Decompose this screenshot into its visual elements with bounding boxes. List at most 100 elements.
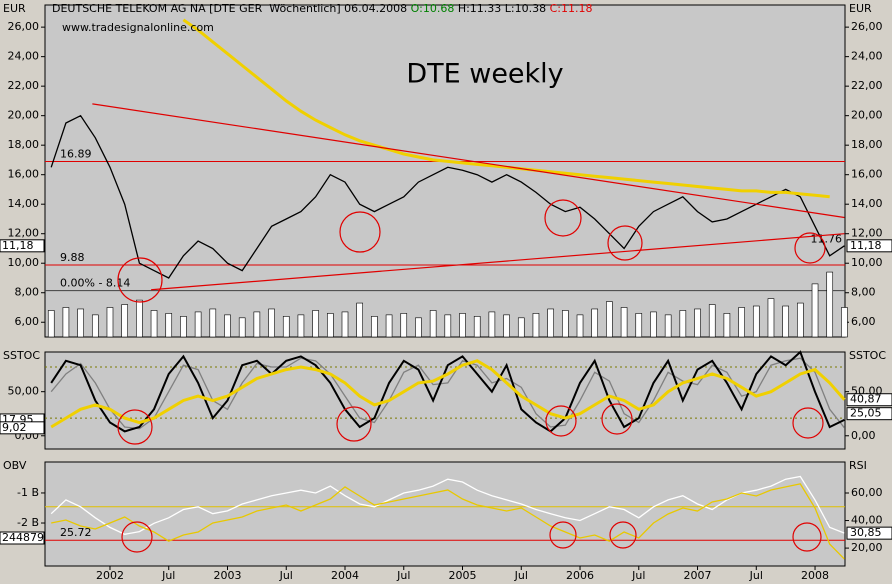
panel-label: EUR bbox=[3, 2, 26, 15]
volume-bar bbox=[826, 271, 834, 338]
series-line bbox=[50, 475, 845, 535]
circle bbox=[607, 225, 643, 261]
y-tick-label: 18,00 bbox=[851, 138, 883, 151]
x-tick-label: 2003 bbox=[213, 569, 241, 582]
series-line bbox=[182, 18, 830, 199]
value-box-label: 30,85 bbox=[850, 526, 882, 539]
volume-bar bbox=[77, 308, 84, 338]
y-tick-label: 16,00 bbox=[851, 168, 883, 181]
y-tick-label: 14,00 bbox=[8, 197, 40, 210]
panel-label-right: EUR bbox=[849, 2, 872, 15]
y-tick-label: 18,00 bbox=[8, 138, 40, 151]
y-tick-label: 20,00 bbox=[8, 109, 40, 122]
volume-bar bbox=[591, 308, 599, 338]
volume-bar bbox=[797, 302, 804, 338]
plot-area bbox=[44, 4, 846, 338]
volume-bar bbox=[356, 302, 363, 338]
chart-title: DTE weekly bbox=[406, 59, 563, 90]
y-tick-label: 20,00 bbox=[851, 541, 883, 554]
volume-bar bbox=[488, 311, 496, 338]
circle bbox=[117, 409, 153, 445]
y-tick-label: 12,00 bbox=[851, 227, 883, 240]
y-tick-label: 60,00 bbox=[851, 486, 883, 499]
volume-bar bbox=[767, 298, 775, 338]
y-tick-label: 50,00 bbox=[8, 385, 40, 398]
x-tick-label: Jul bbox=[631, 569, 645, 582]
low: L:10.38 bbox=[505, 2, 546, 15]
y-tick-label: 16,00 bbox=[8, 168, 40, 181]
level-label: 25.72 bbox=[60, 526, 92, 539]
volume-bar bbox=[664, 314, 672, 338]
level-label: 0.00% - 8.14 bbox=[60, 277, 130, 290]
circle bbox=[545, 405, 577, 437]
y-tick-label: 10,00 bbox=[8, 256, 40, 269]
instrument: DEUTSCHE TELEKOM AG NA [DTE GER Wöchentl… bbox=[52, 2, 407, 15]
close: C:11.18 bbox=[550, 2, 593, 15]
volume-bar bbox=[811, 283, 819, 338]
volume-bar bbox=[268, 308, 275, 338]
volume-bar bbox=[694, 308, 701, 338]
volume-bar bbox=[341, 311, 349, 338]
y-tick-label: 40,00 bbox=[851, 514, 883, 527]
volume-bar bbox=[136, 299, 143, 338]
volume-bar bbox=[106, 307, 114, 338]
value-box-label: 9,02 bbox=[2, 421, 27, 434]
volume-bar bbox=[650, 311, 657, 338]
header: DEUTSCHE TELEKOM AG NA [DTE GER Wöchentl… bbox=[52, 2, 593, 15]
volume-bar bbox=[517, 317, 525, 338]
x-tick-label: 2004 bbox=[331, 569, 359, 582]
x-tick-label: Jul bbox=[396, 569, 410, 582]
volume-bar bbox=[253, 311, 261, 338]
volume-bar bbox=[723, 313, 731, 338]
volume-bar bbox=[62, 307, 70, 338]
y-tick-label: 0,00 bbox=[851, 429, 876, 442]
volume-bar bbox=[562, 310, 569, 338]
x-tick-label: Jul bbox=[749, 569, 763, 582]
volume-bar bbox=[400, 313, 408, 338]
circle bbox=[117, 257, 163, 303]
y-tick-label: -1 B bbox=[17, 486, 39, 499]
y-tick-label: 8,00 bbox=[851, 286, 876, 299]
volume-bar bbox=[635, 313, 643, 338]
volume-bar bbox=[150, 310, 158, 338]
x-tick-label: 2005 bbox=[449, 569, 477, 582]
value-box-label: 25,05 bbox=[850, 407, 882, 420]
volume-bar bbox=[429, 310, 437, 338]
series-line bbox=[50, 359, 846, 429]
y-tick-label: 12,00 bbox=[8, 227, 40, 240]
series-line bbox=[50, 357, 845, 430]
y-tick-label: 24,00 bbox=[8, 50, 40, 63]
panel-label-right: RSI bbox=[849, 459, 867, 472]
volume-bar bbox=[679, 310, 687, 338]
y-tick-label: 6,00 bbox=[851, 315, 876, 328]
y-tick-label: 22,00 bbox=[8, 79, 40, 92]
y-tick-label: 26,00 bbox=[8, 20, 40, 33]
volume-bar bbox=[752, 305, 760, 338]
x-tick-label: 2008 bbox=[801, 569, 829, 582]
volume-bar bbox=[209, 308, 217, 338]
circle bbox=[792, 407, 824, 439]
circle bbox=[339, 211, 381, 253]
volume-bar bbox=[576, 314, 584, 338]
x-tick-label: 2002 bbox=[96, 569, 124, 582]
x-tick-label: Jul bbox=[279, 569, 293, 582]
volume-bar bbox=[738, 307, 745, 338]
volume-bar bbox=[503, 314, 510, 338]
x-tick-label: 2006 bbox=[566, 569, 594, 582]
y-tick-label: 10,00 bbox=[851, 256, 883, 269]
value-box bbox=[846, 393, 892, 407]
volume-bar bbox=[708, 304, 716, 338]
circle bbox=[549, 521, 577, 549]
value-box-label: 11,18 bbox=[2, 239, 34, 252]
x-tick-label: Jul bbox=[161, 569, 175, 582]
y-tick-label: 20,00 bbox=[851, 109, 883, 122]
circle bbox=[609, 521, 637, 549]
y-tick-label: 8,00 bbox=[15, 286, 40, 299]
high: H:11.33 bbox=[458, 2, 501, 15]
watermark: www.tradesignalonline.com bbox=[62, 21, 214, 34]
tag: 244879 bbox=[2, 531, 44, 544]
volume-bar bbox=[444, 314, 452, 338]
y-tick-label: -2 B bbox=[17, 516, 39, 529]
volume-bar bbox=[620, 307, 628, 338]
circle bbox=[794, 232, 826, 264]
